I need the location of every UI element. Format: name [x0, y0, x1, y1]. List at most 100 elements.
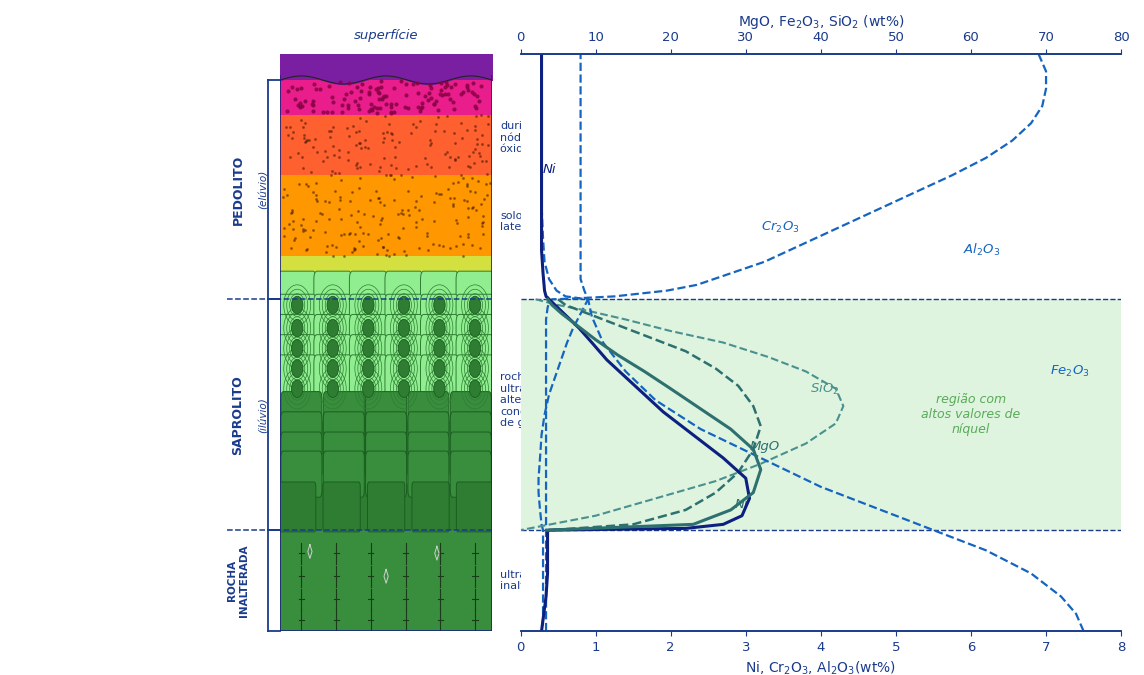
- Point: [454, 86, 472, 97]
- Point: [332, 175, 350, 186]
- Point: [366, 186, 384, 196]
- Point: [426, 171, 444, 182]
- Point: [348, 160, 366, 171]
- Point: [275, 192, 293, 202]
- Bar: [280, 80, 492, 115]
- Point: [293, 101, 311, 111]
- Point: [386, 174, 404, 185]
- Point: [374, 242, 392, 252]
- Point: [323, 240, 341, 250]
- Point: [470, 147, 488, 158]
- Text: região com
altos valores de
níquel: região com altos valores de níquel: [921, 394, 1020, 436]
- Ellipse shape: [327, 296, 339, 314]
- Point: [423, 239, 442, 250]
- Point: [374, 200, 392, 211]
- Text: SAPROLITO: SAPROLITO: [231, 375, 245, 454]
- Point: [378, 244, 396, 255]
- Point: [381, 107, 399, 117]
- FancyBboxPatch shape: [412, 482, 450, 532]
- Ellipse shape: [363, 319, 374, 337]
- Point: [351, 222, 370, 233]
- Point: [407, 122, 426, 133]
- Point: [325, 149, 343, 160]
- Point: [376, 111, 395, 122]
- Point: [359, 88, 378, 99]
- Point: [343, 186, 362, 197]
- Point: [412, 190, 430, 201]
- Text: Fe$_2$O$_3$: Fe$_2$O$_3$: [1050, 364, 1089, 379]
- Point: [348, 126, 366, 137]
- Point: [407, 217, 426, 227]
- Ellipse shape: [327, 340, 339, 357]
- FancyBboxPatch shape: [456, 335, 494, 402]
- FancyBboxPatch shape: [421, 315, 459, 382]
- Point: [279, 219, 297, 230]
- Point: [437, 80, 455, 90]
- Point: [432, 85, 451, 96]
- FancyBboxPatch shape: [451, 451, 491, 497]
- Point: [413, 102, 431, 113]
- Point: [389, 231, 407, 242]
- Point: [324, 107, 342, 117]
- Point: [313, 208, 332, 219]
- Point: [305, 134, 324, 144]
- Point: [397, 250, 415, 261]
- Point: [324, 122, 342, 132]
- Text: duricrosta
nódulos de
óxido de ferro: duricrosta nódulos de óxido de ferro: [500, 121, 578, 155]
- Text: MgO: MgO: [749, 440, 779, 453]
- Point: [386, 152, 404, 163]
- Point: [426, 197, 444, 208]
- X-axis label: MgO, Fe$_2$O$_3$, SiO$_2$ (wt%): MgO, Fe$_2$O$_3$, SiO$_2$ (wt%): [738, 13, 904, 31]
- Point: [293, 152, 311, 163]
- Point: [341, 227, 359, 238]
- FancyBboxPatch shape: [456, 482, 493, 532]
- Point: [283, 207, 301, 218]
- Point: [368, 192, 387, 203]
- Point: [340, 131, 358, 142]
- Point: [319, 126, 337, 136]
- Point: [292, 98, 310, 109]
- Point: [418, 159, 436, 169]
- Point: [399, 209, 418, 220]
- Point: [459, 84, 477, 95]
- Point: [318, 107, 336, 117]
- Point: [446, 154, 464, 165]
- FancyBboxPatch shape: [349, 271, 387, 339]
- Bar: [280, 409, 492, 484]
- Point: [444, 198, 462, 209]
- Point: [395, 223, 413, 234]
- Ellipse shape: [469, 360, 480, 377]
- Point: [382, 102, 400, 113]
- Point: [323, 170, 341, 181]
- Point: [421, 134, 439, 145]
- FancyBboxPatch shape: [349, 294, 387, 362]
- Ellipse shape: [469, 319, 480, 337]
- Ellipse shape: [363, 360, 374, 377]
- Text: ROCHA
INALTERADA: ROCHA INALTERADA: [228, 544, 248, 617]
- Ellipse shape: [398, 360, 410, 377]
- Point: [421, 80, 439, 90]
- Point: [468, 138, 486, 149]
- Point: [471, 151, 490, 161]
- Point: [384, 195, 403, 206]
- Point: [412, 103, 430, 113]
- Point: [431, 78, 450, 88]
- Point: [452, 118, 470, 129]
- Point: [275, 183, 293, 194]
- Point: [397, 79, 415, 90]
- Point: [404, 118, 422, 129]
- Point: [333, 100, 351, 111]
- Text: PEDOLITO: PEDOLITO: [231, 155, 245, 225]
- Text: (ilúvio): (ilúvio): [259, 397, 269, 433]
- Point: [478, 169, 496, 180]
- Point: [378, 90, 396, 101]
- FancyBboxPatch shape: [451, 412, 491, 458]
- Point: [480, 178, 499, 188]
- Point: [384, 107, 403, 117]
- Point: [284, 215, 302, 226]
- Point: [289, 179, 308, 190]
- Point: [317, 246, 335, 257]
- Point: [364, 211, 382, 221]
- Point: [399, 205, 418, 216]
- Point: [292, 82, 310, 93]
